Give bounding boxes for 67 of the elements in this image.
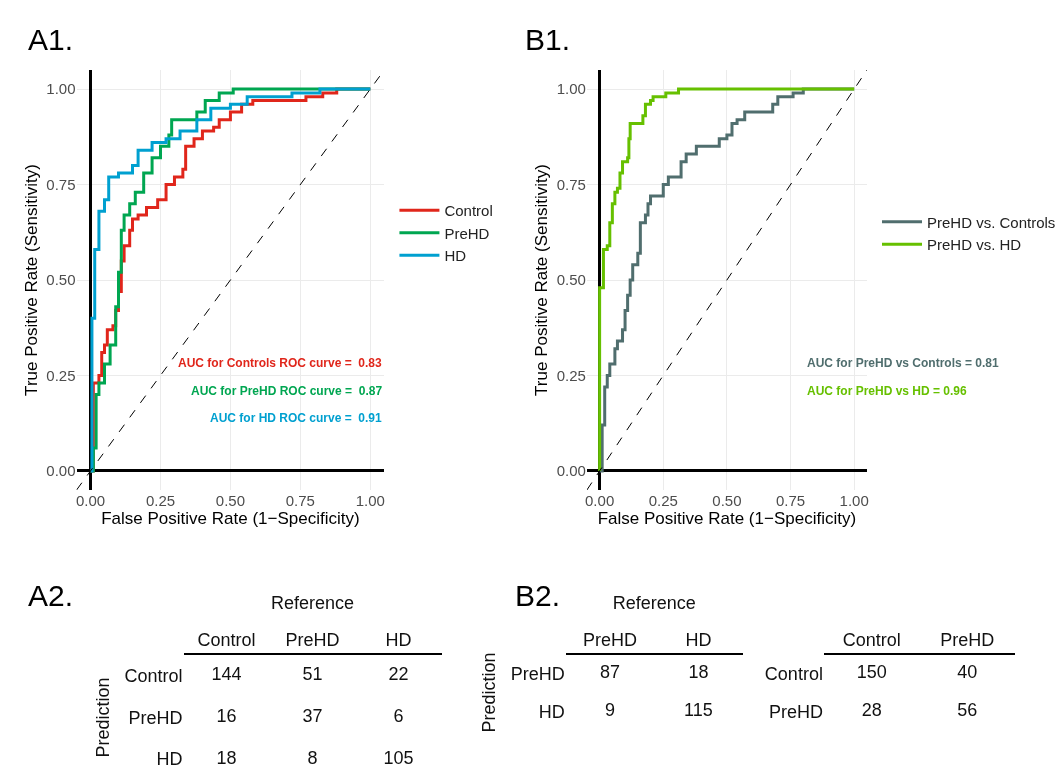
- data-label: 115: [684, 699, 713, 720]
- x-tick-label: 1.00: [355, 492, 385, 509]
- data-label: 28: [861, 699, 882, 720]
- x-tick-label: 0.00: [75, 492, 106, 509]
- y-tick-label: Control: [124, 666, 183, 687]
- x-tick-label: HD: [385, 629, 412, 650]
- y-tick-label: 0.75: [556, 175, 586, 193]
- y-tick-label: HD: [156, 749, 183, 770]
- data-label: 18: [688, 662, 709, 683]
- x-axis-title: Reference: [271, 593, 355, 614]
- x-tick-label: 0.50: [712, 492, 742, 509]
- legend-label: Control: [444, 202, 493, 220]
- y-tick-label: 1.00: [556, 80, 586, 98]
- x-axis-title: False Positive Rate (1−Specificity): [101, 509, 360, 529]
- x-axis-title: False Positive Rate (1−Specificity): [597, 509, 857, 529]
- data-label: 6: [393, 706, 404, 726]
- x-tick-label: Control: [842, 629, 901, 650]
- data-label: 51: [302, 664, 323, 685]
- x-tick-label: HD: [685, 629, 712, 650]
- data-label: 150: [856, 662, 887, 683]
- data-label: 18: [216, 747, 237, 768]
- y-tick-label: 0.75: [46, 175, 76, 193]
- y-tick-label: 0.25: [556, 366, 586, 384]
- data-label: 37: [302, 706, 323, 726]
- data-label: 9: [605, 699, 616, 720]
- data-label: 8: [307, 747, 318, 768]
- y-tick-label: PreHD: [128, 707, 183, 728]
- y-tick-label: 0.50: [46, 271, 76, 289]
- x-axis-title: Reference: [612, 593, 696, 614]
- y-tick-label: 0.25: [46, 366, 76, 384]
- x-tick-label: 1.00: [839, 492, 869, 509]
- chart-title: A2.: [28, 579, 74, 612]
- data-label: 22: [388, 664, 409, 685]
- data-label: 40: [957, 662, 978, 683]
- x-tick-label: PreHD: [583, 629, 638, 650]
- x-tick-label: Control: [197, 629, 256, 650]
- annotation: AUC for PreHD ROC curve = 0.87: [191, 384, 383, 398]
- y-tick-label: 0.00: [556, 462, 586, 480]
- chart-title: B2.: [515, 579, 561, 612]
- x-tick-label: PreHD: [940, 629, 995, 650]
- y-axis-title: True Positive Rate (Sensitivity): [21, 164, 41, 396]
- x-tick-label: 0.50: [215, 492, 246, 509]
- legend-label: PreHD vs. Controls: [927, 213, 1056, 231]
- y-tick-label: 1.00: [46, 80, 76, 98]
- chart-title: B1.: [525, 23, 571, 56]
- data-label: 105: [383, 747, 414, 768]
- y-axis-title: True Positive Rate (Sensitivity): [532, 164, 552, 396]
- legend-label: PreHD vs. HD: [927, 236, 1022, 254]
- legend-label: PreHD: [444, 224, 490, 242]
- y-tick-label: 0.00: [46, 462, 76, 480]
- data-label: 16: [216, 706, 237, 726]
- data-label: 56: [957, 699, 978, 720]
- chart-title: A1.: [28, 23, 74, 56]
- legend-label: HD: [444, 247, 467, 265]
- y-axis-title: Prediction: [479, 652, 500, 733]
- annotation: AUC for HD ROC curve = 0.91: [210, 411, 383, 425]
- data-label: 87: [600, 662, 621, 683]
- y-tick-label: 0.50: [556, 271, 586, 289]
- annotation: AUC for Controls ROC curve = 0.83: [178, 356, 383, 370]
- data-label: 144: [211, 664, 242, 685]
- x-tick-label: PreHD: [285, 629, 340, 650]
- x-tick-label: 0.00: [585, 492, 615, 509]
- x-tick-label: 0.25: [648, 492, 678, 509]
- x-tick-label: 0.75: [285, 492, 315, 509]
- annotation: AUC for PreHD vs HD = 0.96: [807, 384, 968, 398]
- y-axis-title: Prediction: [92, 677, 113, 758]
- annotation: AUC for PreHD vs Controls = 0.81: [807, 356, 1000, 370]
